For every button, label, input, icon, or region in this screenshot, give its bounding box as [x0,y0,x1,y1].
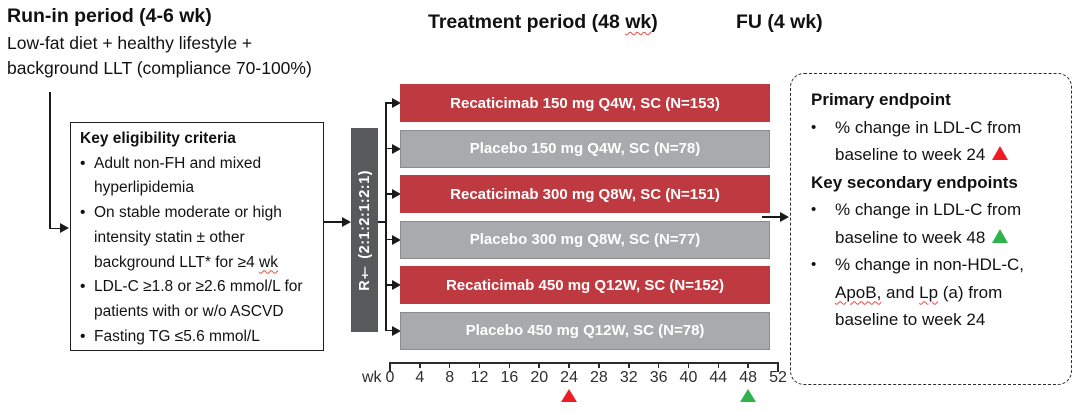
axis-unit-label: wk [362,369,382,386]
secondary-endpoint-2-line-1: % change in non-HDL-C, [835,255,1024,274]
eligibility-bullet-1: Adult non-FH and mixed hyperlipidemia [80,152,314,201]
arm-arrowhead-1-icon [392,98,401,108]
bullet-icon [811,196,835,251]
randomization-bar: R† (2:1:2:1:2:1) [351,128,378,332]
runin-period-description: Low-fat diet + healthy lifestyle + backg… [7,31,312,81]
bullet-icon [811,114,835,169]
week48-green-triangle-icon [740,389,757,402]
primary-endpoint-line-2: baseline to week 24 [835,141,1057,169]
eligibility-bullet-2-line-1: On stable moderate or high [94,204,282,222]
primary-endpoint-title: Primary endpoint [811,90,951,109]
treatment-period-title: Treatment period (48 wk) [428,11,658,34]
bullet-2-line-3-wk: wk [259,253,278,271]
runin-connector-arrowhead-icon [60,223,69,233]
arm-stub-line-5 [385,284,394,286]
bullet-icon [80,152,94,201]
arm-stub-line-2 [385,147,394,150]
eligibility-bullet-2-line-3: background LLT* for ≥4 wk [94,251,314,276]
runin-line2: background LLT (compliance 70-100%) [7,58,312,78]
eligibility-bullet-1-line-2: hyperlipidemia [94,179,194,197]
arm-bar-placebo-150: Placebo 150 mg Q4W, SC (N=78) [400,129,770,168]
arms-to-endpoints-line [762,216,783,218]
runin-connector-horizontal-line [49,227,62,230]
eligibility-bullet-2-line-2: intensity statin ± other [94,228,245,246]
followup-period-title: FU (4 wk) [736,11,823,33]
bullet-icon [80,201,94,275]
endpoints-box: Primary endpoint % change in LDL-C from … [790,73,1072,385]
randomization-label: R† (2:1:2:1:2:1) [356,169,373,291]
eligibility-bullet-3: LDL-C ≥1.8 or ≥2.6 mmol/L for patients w… [80,275,314,324]
secondary-endpoint-1-line-2: baseline to week 48 [835,224,1057,252]
runin-line1: Low-fat diet + healthy lifestyle + [7,33,253,53]
eligibility-bullet-2: On stable moderate or high intensity sta… [80,201,314,275]
week-axis: wk 0 4 8 12 16 20 24 28 32 36 40 44 48 5… [362,362,787,408]
green-triangle-icon [992,228,1009,243]
runin-period-title: Run-in period (4-6 wk) [7,5,212,27]
axis-line [390,362,778,364]
arm-bar-placebo-300: Placebo 300 mg Q8W, SC (N=77) [400,220,770,259]
arm-bar-placebo-450: Placebo 450 mg Q12W, SC (N=78) [400,311,770,350]
arm-arrowhead-4-icon [392,234,401,245]
secondary-endpoint-bullet-2: % change in non-HDL-C, ApoB, and Lp (a) … [811,251,1057,334]
arm-arrowhead-5-icon [392,280,401,290]
arm-stub-line-1 [385,102,394,104]
eligibility-bullet-4-line-1: Fasting TG ≤5.6 mmol/L [94,327,260,345]
arm-stub-line-4 [385,238,394,241]
bullet-2-line-3-text: background LLT* for ≥4 [94,253,260,271]
eligibility-to-randomization-line [324,221,345,223]
bracket-vertical-line [385,103,387,331]
red-triangle-icon [992,146,1009,160]
eligibility-bullet-3-line-2: patients with or w/o ASCVD [94,302,284,320]
eligibility-title: Key eligibility criteria [80,130,236,147]
primary-endpoint-bullet: % change in LDL-C from baseline to week … [811,114,1057,169]
secondary-endpoint-2-line-3: baseline to week 24 [835,310,986,329]
week24-red-triangle-icon [561,389,578,402]
arm-bar-recaticimab-300: Recaticimab 300 mg Q8W, SC (N=151) [400,175,770,213]
arms-to-endpoints-arrowhead-icon [780,212,789,222]
eligibility-to-randomization-arrowhead-icon [342,217,351,227]
arm-stub-line-3 [385,193,394,195]
arm-bar-recaticimab-450: Recaticimab 450 mg Q12W, SC (N=152) [400,266,770,304]
secondary-endpoint-2-line-2: ApoB, and Lp (a) from [835,282,1003,302]
eligibility-criteria-box: Key eligibility criteria Adult non-FH an… [70,122,324,351]
arm-arrowhead-2-icon [392,143,401,154]
secondary-endpoints-title: Key secondary endpoints [811,172,1018,192]
arm-arrowhead-3-icon [392,189,401,199]
arm-stub-line-6 [385,329,394,332]
bullet-icon [80,275,94,324]
treatment-title-text: Treatment period (48 [428,11,626,33]
randomization-to-bracket-line [378,221,386,223]
secondary-endpoint-bullet-1: % change in LDL-C from baseline to week … [811,196,1057,251]
runin-connector-vertical-line [49,92,51,229]
bullet-icon [80,325,94,350]
treatment-title-wk: wk [625,11,652,33]
arm-arrowhead-6-icon [392,325,401,336]
eligibility-bullet-1-line-1: Adult non-FH and mixed [94,154,262,172]
secondary-endpoint-1-line-1: % change in LDL-C from [835,200,1022,219]
treatment-title-close: ) [651,11,658,33]
eligibility-bullet-4: Fasting TG ≤5.6 mmol/L [80,325,314,350]
arm-bar-recaticimab-150: Recaticimab 150 mg Q4W, SC (N=153) [400,84,770,122]
bullet-icon [811,251,835,334]
eligibility-bullet-3-line-1: LDL-C ≥1.8 or ≥2.6 mmol/L for [94,278,303,296]
primary-endpoint-line-1: % change in LDL-C from [835,117,1022,137]
